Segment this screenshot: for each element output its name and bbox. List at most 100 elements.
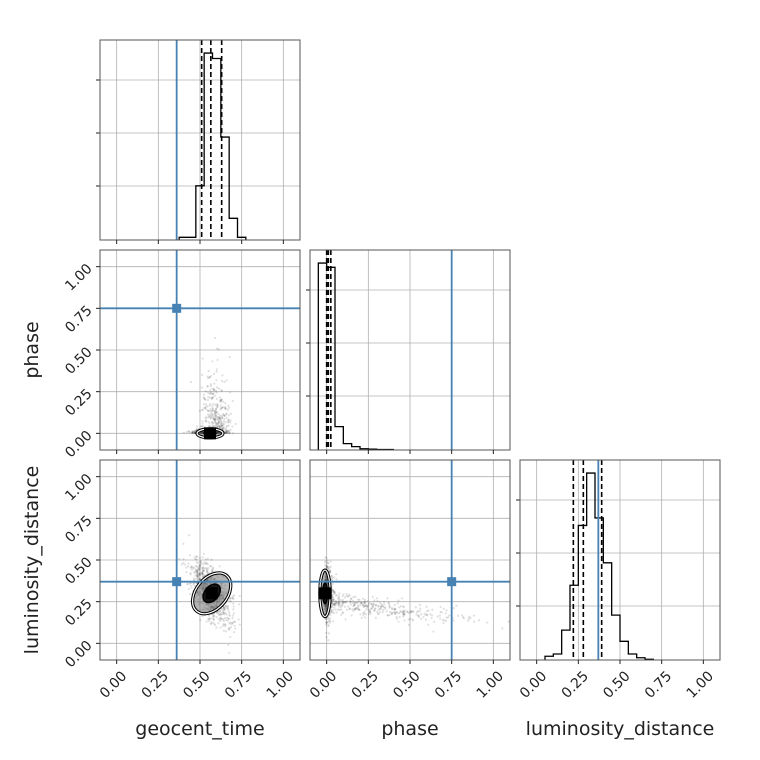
sample-point — [332, 590, 335, 593]
sample-point — [341, 598, 344, 601]
sample-point — [346, 595, 350, 598]
sample-point — [212, 392, 215, 395]
sample-point — [191, 432, 194, 435]
sample-point — [195, 555, 199, 559]
sample-point — [395, 616, 398, 619]
sample-point — [445, 609, 448, 612]
sample-point — [238, 594, 241, 598]
sample-point — [448, 614, 451, 617]
sample-point — [373, 603, 376, 606]
sample-point — [214, 410, 217, 413]
sample-point — [218, 426, 221, 429]
sample-point — [425, 610, 429, 613]
sample-point — [416, 614, 419, 617]
sample-point — [402, 612, 405, 615]
sample-point — [327, 567, 330, 571]
sample-point — [212, 616, 215, 619]
sample-point — [213, 417, 217, 420]
sample-point — [408, 612, 411, 615]
sample-point — [363, 600, 366, 603]
sample-point — [368, 608, 372, 611]
sample-point — [469, 616, 472, 620]
sample-point — [226, 604, 230, 608]
sample-point — [190, 565, 193, 568]
sample-point — [326, 567, 329, 570]
sample-point — [196, 576, 199, 579]
sample-point — [224, 604, 228, 607]
sample-point — [222, 422, 225, 425]
sample-point — [337, 598, 340, 601]
marks-layer — [100, 40, 654, 660]
sample-point — [359, 603, 362, 607]
sample-point — [202, 552, 206, 555]
sample-point — [331, 578, 334, 581]
sample-point — [224, 604, 228, 608]
sample-point — [211, 566, 214, 569]
sample-point — [192, 566, 196, 569]
sample-point — [356, 607, 360, 610]
sample-point — [340, 599, 343, 602]
sample-point — [377, 613, 380, 616]
sample-point — [327, 623, 330, 627]
sample-point — [222, 405, 225, 409]
sample-point — [351, 601, 355, 605]
sample-point — [329, 569, 332, 572]
sample-point — [407, 623, 411, 626]
sample-point — [343, 605, 347, 608]
sample-point — [203, 562, 207, 565]
sample-point — [225, 431, 228, 434]
sample-point — [324, 560, 327, 563]
sample-point — [467, 617, 470, 620]
sample-point — [224, 428, 227, 431]
sample-point — [195, 571, 199, 574]
sample-point — [331, 576, 334, 579]
sample-point — [222, 426, 225, 429]
sample-point — [386, 614, 389, 617]
sample-point — [219, 613, 223, 616]
sample-point — [201, 572, 204, 575]
sample-point — [324, 617, 328, 621]
sample-point — [357, 598, 360, 601]
sample-point — [222, 612, 225, 615]
sample-point — [208, 425, 211, 428]
sample-point — [368, 610, 371, 613]
sample-point — [197, 575, 200, 578]
sample-point — [220, 415, 223, 418]
sample-point — [193, 431, 196, 434]
sample-point — [218, 424, 221, 428]
sample-point — [191, 430, 194, 433]
sample-point — [332, 593, 335, 596]
sample-point — [190, 566, 193, 569]
sample-point — [328, 570, 332, 573]
sample-point — [364, 604, 367, 608]
sample-point — [425, 605, 428, 608]
sample-point — [196, 573, 199, 576]
sample-point — [198, 573, 202, 576]
sample-point — [525, 621, 527, 623]
sample-point — [224, 402, 227, 405]
sample-point — [198, 568, 201, 571]
sample-point — [212, 387, 216, 391]
sample-point — [383, 603, 386, 606]
sample-point — [342, 600, 345, 603]
x-axis-label-geocent_time: geocent_time — [135, 718, 264, 740]
sample-point — [187, 430, 190, 433]
sample-point — [327, 616, 330, 619]
sample-point — [216, 405, 219, 408]
sample-point — [442, 607, 445, 610]
sample-point — [472, 614, 476, 617]
sample-point — [214, 623, 217, 627]
sample-point — [231, 425, 234, 428]
x-tick-label: 0.75 — [642, 668, 675, 701]
sample-point — [227, 414, 231, 417]
sample-point — [388, 603, 391, 607]
sample-point — [220, 416, 224, 419]
x-axis-label-luminosity_distance: luminosity_distance — [526, 718, 715, 740]
sample-point — [223, 414, 226, 417]
sample-point — [202, 561, 206, 564]
sample-point — [209, 416, 212, 419]
sample-point — [198, 409, 201, 412]
sample-point — [374, 607, 377, 610]
sample-point — [196, 572, 199, 575]
sample-point — [195, 558, 198, 561]
